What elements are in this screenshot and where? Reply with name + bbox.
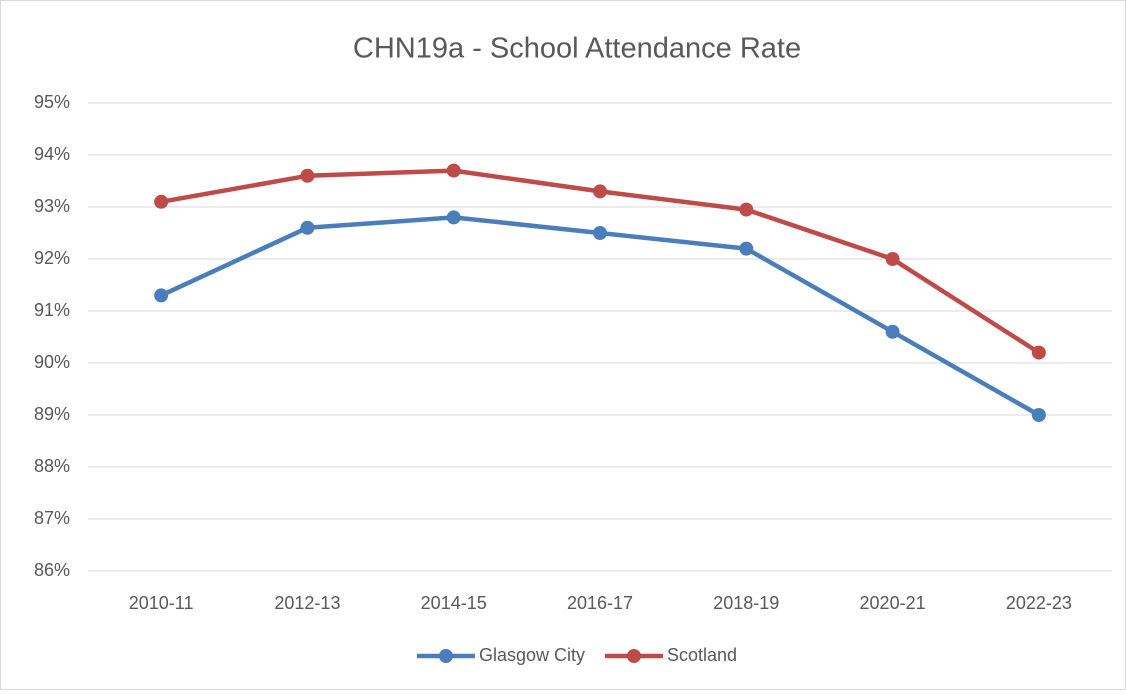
y-tick-label: 94% <box>34 144 70 164</box>
point <box>446 163 461 178</box>
legend-label: Glasgow City <box>479 645 585 665</box>
point <box>300 168 315 183</box>
x-tick-label: 2020-21 <box>860 593 926 613</box>
y-tick-label: 90% <box>34 352 70 372</box>
y-tick-label: 93% <box>34 196 70 216</box>
x-tick-label: 2010-11 <box>129 593 194 613</box>
x-tick-label: 2022-23 <box>1006 593 1072 613</box>
point <box>1031 345 1046 360</box>
y-tick-label: 95% <box>34 92 70 112</box>
x-tick-label: 2018-19 <box>713 593 779 613</box>
chart-title: CHN19a - School Attendance Rate <box>353 33 801 65</box>
point <box>1031 408 1046 422</box>
y-tick-label: 91% <box>34 300 70 320</box>
x-tick-label: 2014-15 <box>421 593 487 613</box>
point <box>154 194 169 209</box>
point <box>739 241 754 256</box>
point <box>446 210 461 225</box>
y-tick-label: 87% <box>34 508 70 528</box>
y-tick-label: 86% <box>34 560 70 580</box>
y-tick-label: 89% <box>34 404 70 424</box>
legend-marker <box>626 649 641 663</box>
legend-label: Scotland <box>667 645 737 665</box>
legend-marker <box>438 649 453 663</box>
y-tick-label: 88% <box>34 456 70 476</box>
point <box>885 324 900 339</box>
x-tick-label: 2012-13 <box>274 593 340 613</box>
point <box>154 288 169 303</box>
point <box>593 226 607 240</box>
point <box>739 202 754 217</box>
y-tick-label: 92% <box>34 248 70 268</box>
x-tick-label: 2016-17 <box>567 593 633 613</box>
point <box>593 184 607 199</box>
point <box>885 252 900 266</box>
point <box>300 220 315 235</box>
